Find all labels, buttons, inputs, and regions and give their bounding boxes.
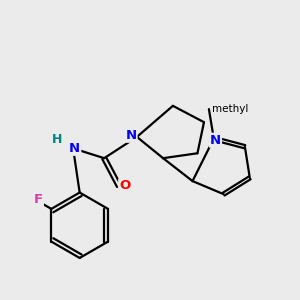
- Text: O: O: [119, 179, 130, 193]
- Text: H: H: [52, 133, 62, 146]
- Text: F: F: [34, 194, 43, 206]
- Text: N: N: [125, 129, 136, 142]
- Text: N: N: [69, 142, 80, 155]
- Text: N: N: [210, 134, 221, 147]
- Text: methyl: methyl: [212, 104, 248, 114]
